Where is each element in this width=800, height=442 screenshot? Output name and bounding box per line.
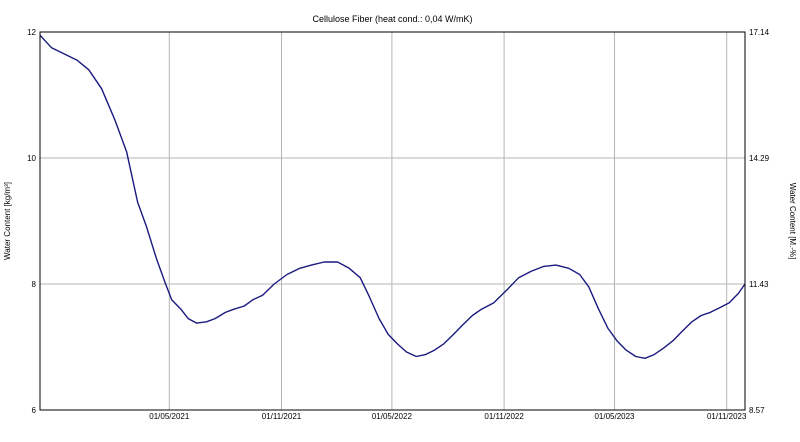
x-tick-label: 01/11/2022	[484, 412, 524, 421]
x-tick-label: 01/11/2021	[262, 412, 302, 421]
x-tick-label: 01/05/2022	[372, 412, 413, 421]
water-content-series	[39, 34, 746, 359]
y2-axis-label: Water Content [M.-%]	[788, 183, 797, 260]
y2-tick-label: 14.29	[749, 154, 770, 163]
y-tick-label: 10	[27, 154, 36, 163]
y-tick-label: 12	[27, 28, 36, 37]
y2-tick-label: 8.57	[749, 406, 765, 415]
series-layer	[39, 34, 746, 359]
x-tick-label: 01/05/2021	[149, 412, 190, 421]
chart-title: Cellulose Fiber (heat cond.: 0,04 W/mK)	[312, 14, 472, 24]
tick-labels: 01/05/2021 01/11/2021 01/05/2022 01/11/2022…	[27, 28, 769, 421]
y-tick-label: 6	[32, 406, 37, 415]
y2-tick-label: 17.14	[749, 28, 770, 37]
plot-frame	[39, 31, 746, 411]
grid	[40, 32, 745, 410]
y-tick-label: 8	[32, 280, 37, 289]
x-tick-label: 01/05/2023	[594, 412, 635, 421]
y-axis-label: Water Content [kg/m³]	[3, 182, 12, 260]
x-tick-label: 01/11/2023	[707, 412, 747, 421]
y2-tick-label: 11.43	[749, 280, 769, 289]
